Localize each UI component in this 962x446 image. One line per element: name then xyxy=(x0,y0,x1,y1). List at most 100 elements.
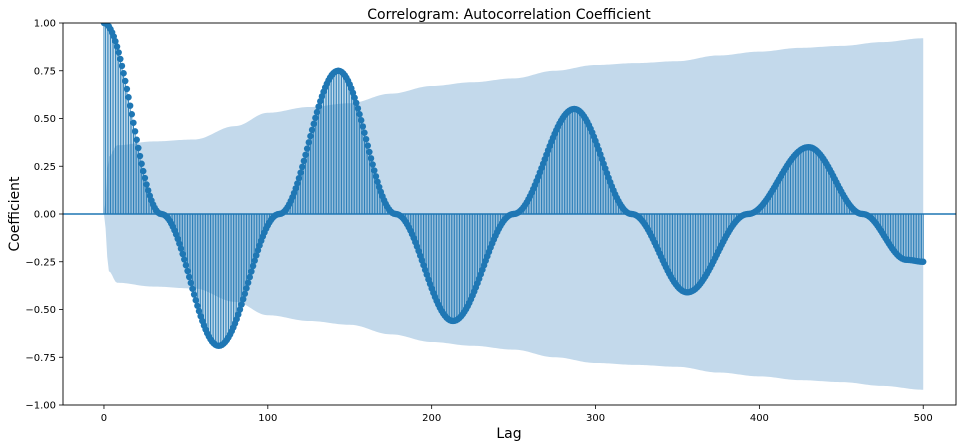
plot-clip-group xyxy=(63,23,956,390)
acf-point xyxy=(123,85,131,93)
acf-point xyxy=(359,123,367,130)
acf-point xyxy=(374,178,381,186)
acf-point xyxy=(312,114,319,122)
acf-point xyxy=(302,151,309,159)
y-tick-label: 0.25 xyxy=(34,162,56,173)
acf-point xyxy=(356,111,363,118)
acf-point xyxy=(235,311,242,318)
acf-point xyxy=(251,257,258,264)
acf-point xyxy=(192,297,199,304)
acf-point xyxy=(179,250,186,258)
acf-point xyxy=(300,157,308,165)
acf-point xyxy=(181,256,188,263)
acf-point xyxy=(143,181,150,188)
acf-point xyxy=(295,174,303,182)
acf-point xyxy=(240,295,247,303)
acf-point xyxy=(367,155,375,162)
acf-point xyxy=(131,128,139,135)
acf-point xyxy=(182,262,190,269)
acf-point xyxy=(362,135,370,143)
acf-point xyxy=(176,240,183,247)
x-axis-label: Lag xyxy=(496,426,521,442)
y-tick-label: −0.25 xyxy=(25,257,56,268)
y-tick-label: 1.00 xyxy=(34,19,56,30)
acf-point xyxy=(177,245,185,252)
acf-point xyxy=(135,144,142,152)
x-tick-label: 200 xyxy=(422,413,441,424)
acf-point xyxy=(244,279,252,286)
chart-title: Correlogram: Autocorrelation Coefficient xyxy=(367,7,651,23)
acf-point xyxy=(372,173,380,180)
acf-point xyxy=(353,99,360,107)
acf-point xyxy=(130,119,137,126)
acf-point xyxy=(236,306,244,313)
y-tick-label: 0.75 xyxy=(34,66,56,77)
acf-point xyxy=(317,98,324,105)
acf-point xyxy=(112,38,119,45)
acf-point xyxy=(253,252,260,259)
acf-point xyxy=(238,301,245,308)
acf-point xyxy=(292,185,299,192)
acf-point xyxy=(369,161,376,168)
x-tick-label: 100 xyxy=(258,413,277,424)
x-tick-label: 500 xyxy=(914,413,933,424)
acf-point xyxy=(307,132,314,140)
acf-point xyxy=(358,117,365,124)
acf-point xyxy=(136,152,144,160)
acf-point xyxy=(120,70,127,77)
acf-point xyxy=(310,120,317,128)
acf-point xyxy=(299,163,306,171)
acf-point xyxy=(249,262,257,270)
acf-point xyxy=(117,55,124,63)
y-tick-label: 0.50 xyxy=(34,114,56,125)
acf-point xyxy=(115,49,122,56)
x-tick-label: 400 xyxy=(750,413,769,424)
acf-point xyxy=(354,105,362,112)
y-tick-label: −0.75 xyxy=(25,353,56,364)
acf-point xyxy=(133,136,140,143)
acf-point xyxy=(141,174,149,182)
acf-point xyxy=(308,126,316,134)
acf-point xyxy=(122,77,129,85)
acf-point xyxy=(187,279,195,287)
acf-point xyxy=(138,160,145,167)
acf-point xyxy=(194,302,201,309)
acf-point xyxy=(145,187,152,194)
acf-point xyxy=(351,94,358,101)
acf-point xyxy=(246,273,253,281)
acf-point xyxy=(920,258,927,265)
acf-point xyxy=(140,167,147,175)
y-tick-label: −0.50 xyxy=(25,305,56,316)
acf-point xyxy=(190,291,198,298)
acf-point xyxy=(185,273,193,281)
acf-point xyxy=(118,62,126,70)
x-tick-label: 300 xyxy=(586,413,605,424)
acf-point xyxy=(364,142,371,149)
acf-point xyxy=(125,94,132,101)
acf-point xyxy=(241,290,249,297)
acf-point xyxy=(184,267,191,275)
acf-point xyxy=(303,145,311,152)
acf-point xyxy=(294,180,301,187)
axes: 0 100 200 300 400 500 −1.00 −0.75 −0.50 −0.25 0.00… xyxy=(25,19,957,424)
acf-point xyxy=(297,169,304,176)
acf-point xyxy=(376,183,383,191)
acf-point xyxy=(126,102,134,109)
y-tick-label: −1.00 xyxy=(25,401,56,412)
acf-point xyxy=(371,167,378,174)
acf-point xyxy=(315,103,322,110)
plot-area xyxy=(63,23,956,390)
stem-markers xyxy=(100,23,927,349)
acf-point xyxy=(361,129,368,136)
acf-point xyxy=(248,268,255,275)
acf-point xyxy=(254,247,262,254)
acf-point xyxy=(243,285,250,292)
acf-point xyxy=(313,108,321,116)
acf-point xyxy=(195,307,203,315)
acf-point xyxy=(366,148,373,156)
acf-point xyxy=(113,43,121,50)
y-tick-label: 0.00 xyxy=(34,210,56,221)
y-axis-label: Coefficient xyxy=(7,176,23,252)
